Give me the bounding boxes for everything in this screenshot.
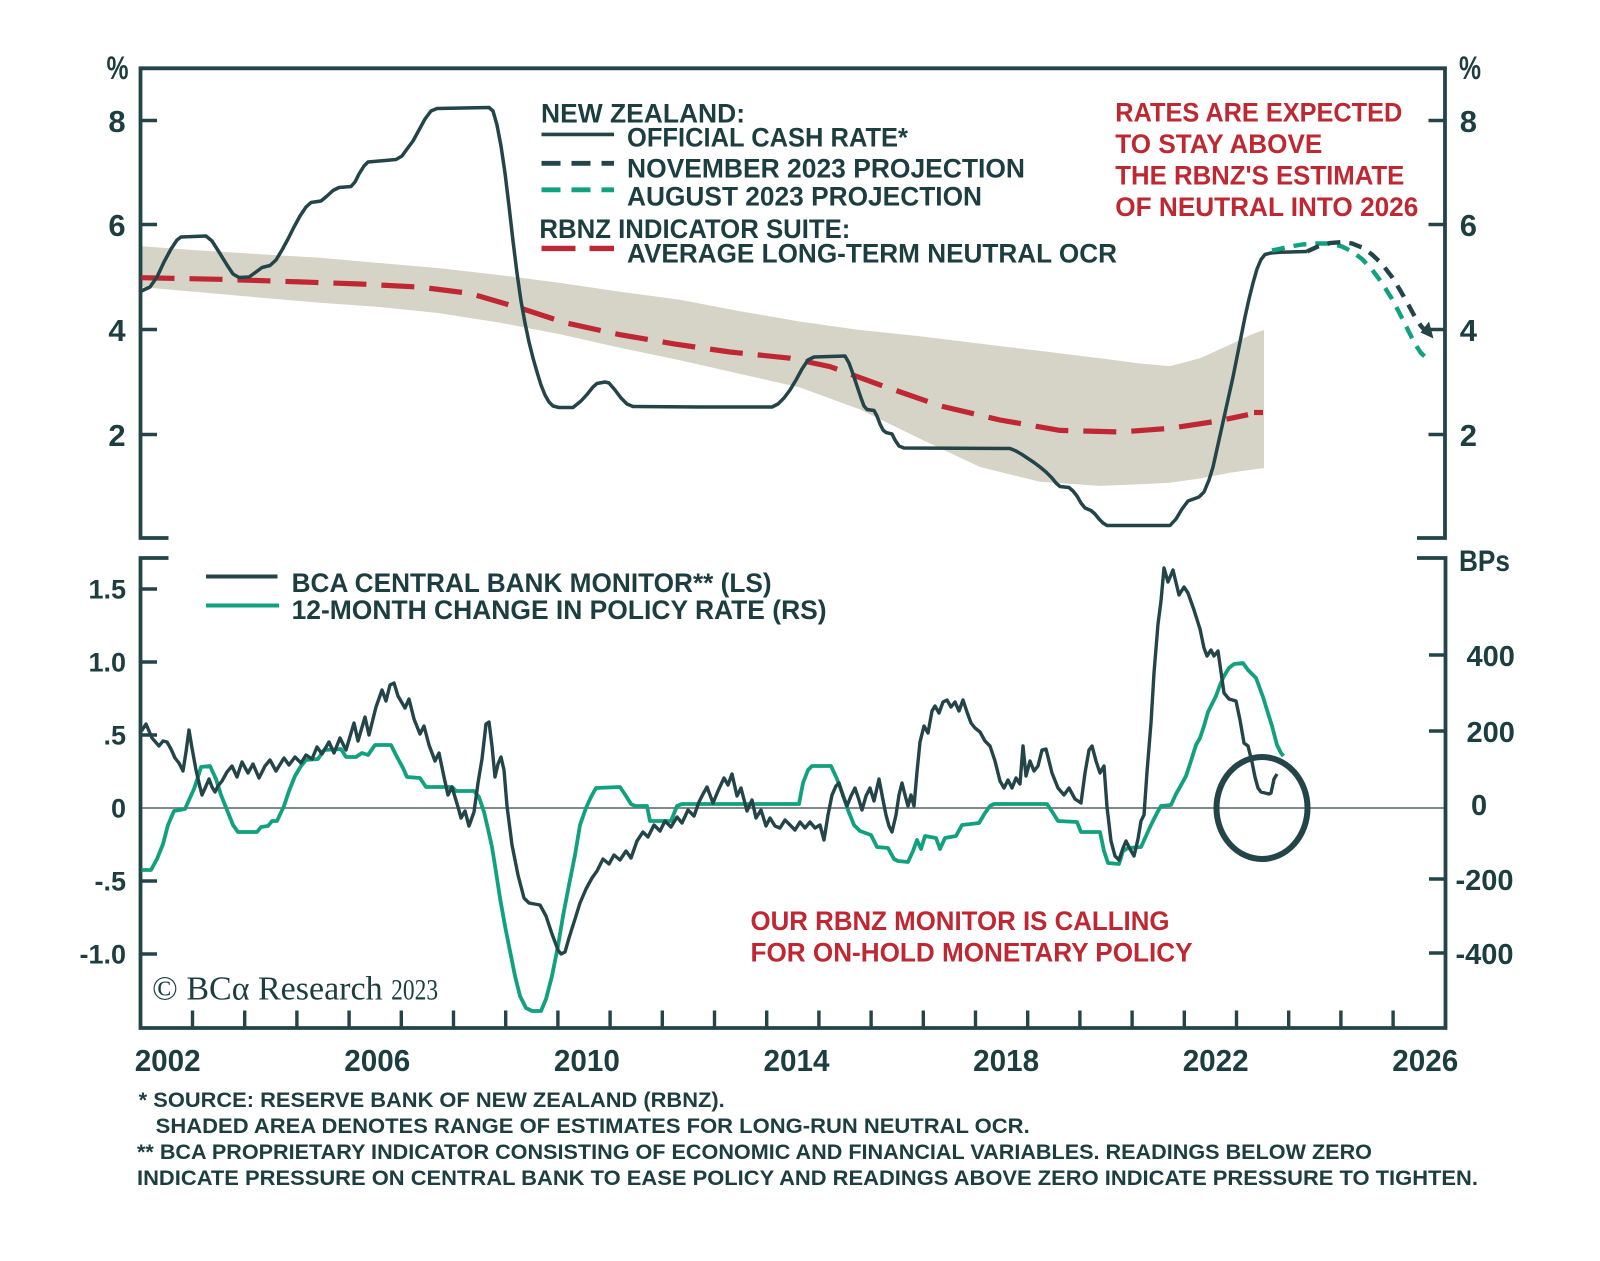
svg-text:OUR RBNZ MONITOR IS CALLING: OUR RBNZ MONITOR IS CALLING bbox=[751, 906, 1170, 936]
svg-text:-200: -200 bbox=[1456, 865, 1514, 897]
svg-text:BCA CENTRAL BANK MONITOR** (LS: BCA CENTRAL BANK MONITOR** (LS) bbox=[292, 568, 772, 598]
svg-text:8: 8 bbox=[1460, 104, 1477, 139]
svg-text:2014: 2014 bbox=[764, 1043, 831, 1078]
svg-text:TO STAY ABOVE: TO STAY ABOVE bbox=[1115, 129, 1322, 159]
svg-text:2010: 2010 bbox=[554, 1043, 620, 1078]
svg-text:6: 6 bbox=[1460, 208, 1477, 243]
svg-text:%: % bbox=[107, 50, 129, 86]
svg-text:-.5: -.5 bbox=[94, 867, 126, 897]
svg-text:2: 2 bbox=[1460, 418, 1477, 453]
svg-text:.5: .5 bbox=[103, 721, 126, 751]
svg-text:FOR ON-HOLD MONETARY POLICY: FOR ON-HOLD MONETARY POLICY bbox=[751, 938, 1193, 968]
svg-text:AUGUST 2023 PROJECTION: AUGUST 2023 PROJECTION bbox=[627, 182, 982, 212]
svg-text:NEW ZEALAND:: NEW ZEALAND: bbox=[541, 99, 745, 129]
svg-text:INDICATE PRESSURE ON CENTRAL B: INDICATE PRESSURE ON CENTRAL BANK TO EAS… bbox=[137, 1167, 1478, 1190]
svg-text:2026: 2026 bbox=[1392, 1043, 1458, 1078]
svg-text:2022: 2022 bbox=[1183, 1043, 1249, 1078]
svg-text:8: 8 bbox=[108, 104, 125, 139]
svg-text:2006: 2006 bbox=[344, 1043, 410, 1078]
svg-text:2002: 2002 bbox=[135, 1043, 201, 1078]
svg-text:0: 0 bbox=[1471, 790, 1487, 822]
svg-text:OF NEUTRAL INTO 2026: OF NEUTRAL INTO 2026 bbox=[1115, 192, 1418, 222]
svg-text:-400: -400 bbox=[1456, 939, 1514, 971]
svg-text:RBNZ INDICATOR SUITE:: RBNZ INDICATOR SUITE: bbox=[539, 214, 850, 244]
svg-text:BPs: BPs bbox=[1459, 545, 1510, 578]
svg-text:© BCα Research 2023: © BCα Research 2023 bbox=[152, 971, 438, 1008]
svg-text:4: 4 bbox=[1460, 313, 1478, 348]
svg-text:-1.0: -1.0 bbox=[79, 940, 126, 970]
svg-text:12-MONTH CHANGE IN POLICY RATE: 12-MONTH CHANGE IN POLICY RATE (RS) bbox=[292, 595, 827, 625]
svg-text:** BCA PROPRIETARY INDICATOR C: ** BCA PROPRIETARY INDICATOR CONSISTING … bbox=[137, 1141, 1372, 1164]
svg-text:0: 0 bbox=[111, 794, 126, 824]
svg-text:NOVEMBER 2023 PROJECTION: NOVEMBER 2023 PROJECTION bbox=[627, 154, 1025, 184]
svg-text:2018: 2018 bbox=[973, 1043, 1039, 1078]
svg-text:SHADED AREA DENOTES RANGE OF E: SHADED AREA DENOTES RANGE OF ESTIMATES F… bbox=[156, 1115, 1030, 1138]
svg-text:6: 6 bbox=[108, 208, 125, 243]
svg-text:AVERAGE LONG-TERM NEUTRAL OCR: AVERAGE LONG-TERM NEUTRAL OCR bbox=[627, 239, 1117, 269]
svg-text:2: 2 bbox=[108, 418, 125, 453]
svg-text:RATES ARE EXPECTED: RATES ARE EXPECTED bbox=[1115, 98, 1402, 128]
svg-text:OFFICIAL CASH RATE*: OFFICIAL CASH RATE* bbox=[627, 122, 908, 152]
svg-text:400: 400 bbox=[1467, 641, 1515, 673]
svg-text:* SOURCE: RESERVE BANK OF NEW: * SOURCE: RESERVE BANK OF NEW ZEALAND (R… bbox=[139, 1089, 725, 1112]
svg-text:4: 4 bbox=[108, 313, 126, 348]
svg-text:1.0: 1.0 bbox=[88, 648, 126, 678]
svg-text:THE RBNZ'S ESTIMATE: THE RBNZ'S ESTIMATE bbox=[1115, 161, 1404, 191]
svg-text:200: 200 bbox=[1467, 717, 1515, 749]
svg-text:%: % bbox=[1459, 50, 1481, 86]
svg-text:1.5: 1.5 bbox=[88, 575, 126, 605]
